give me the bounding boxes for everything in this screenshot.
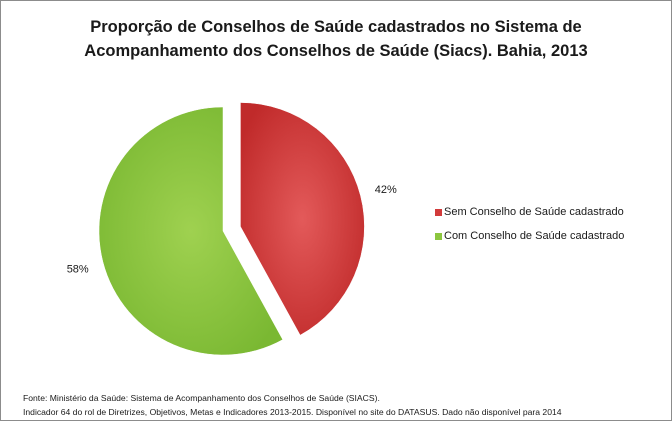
chart-title-line-1: Proporção de Conselhos de Saúde cadastra… [90,18,582,36]
legend-label-com-conselho: Com Conselho de Saúde cadastrado [444,230,625,242]
slice-label-sem-conselho: 42% [375,184,397,196]
legend-swatch-red [435,208,442,216]
pie-slice-com-conselho [98,106,284,356]
legend: Sem Conselho de Saúde cadastrado Com Con… [435,205,671,253]
chart-title: Proporção de Conselhos de Saúde cadastra… [21,15,651,63]
source-note: Fonte: Ministério da Saúde: Sistema de A… [23,391,562,419]
source-note-line-1: Fonte: Ministério da Saúde: Sistema de A… [23,393,380,403]
source-note-line-2: Indicador 64 do rol de Diretrizes, Objet… [23,407,562,417]
slice-label-com-conselho: 58% [67,263,89,275]
legend-swatch-green [435,232,442,240]
legend-item-com-conselho: Com Conselho de Saúde cadastrado [435,229,671,243]
chart-title-line-2: Acompanhamento dos Conselhos de Saúde (S… [84,42,588,60]
legend-item-sem-conselho: Sem Conselho de Saúde cadastrado [435,205,671,219]
pie-slice-sem-conselho [240,102,365,336]
legend-label-sem-conselho: Sem Conselho de Saúde cadastrado [444,206,624,218]
